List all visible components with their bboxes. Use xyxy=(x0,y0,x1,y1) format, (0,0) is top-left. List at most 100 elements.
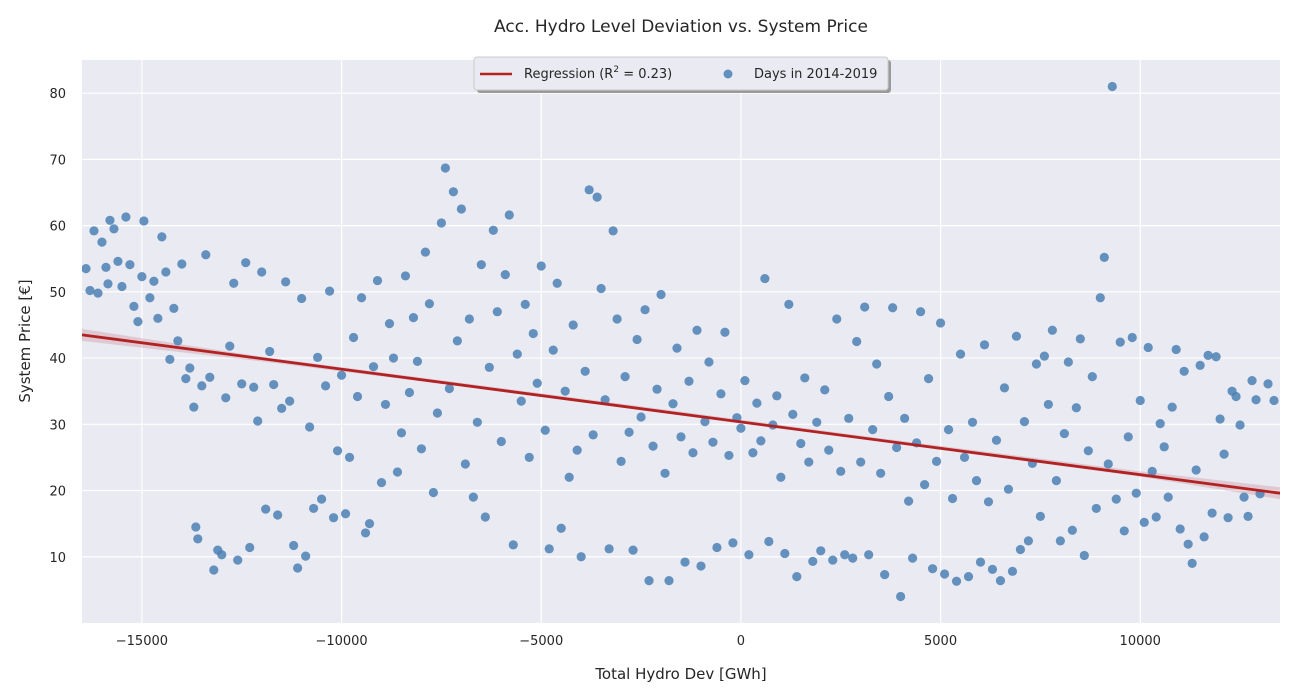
scatter-point xyxy=(728,538,738,548)
tick-labels: −15000 −10000 −5000 0 5000 10000 10 20 30 40 50 60 7… xyxy=(49,87,1160,649)
y-tick-label: 80 xyxy=(49,87,66,102)
scatter-point xyxy=(372,275,383,286)
scatter-point xyxy=(456,204,466,214)
scatter-point xyxy=(1263,379,1273,389)
scatter-point xyxy=(193,534,203,544)
scatter-point xyxy=(608,226,618,236)
scatter-point xyxy=(412,356,423,366)
scatter-point xyxy=(476,260,486,270)
scatter-point xyxy=(117,281,127,292)
scatter-point xyxy=(1007,566,1018,576)
scatter-point xyxy=(656,289,666,300)
scatter-point xyxy=(568,320,578,330)
scatter-point xyxy=(1099,252,1109,262)
scatter-point xyxy=(967,417,978,427)
scatter-point xyxy=(1015,544,1026,555)
scatter-point xyxy=(716,389,726,399)
y-tick-label: 50 xyxy=(49,286,66,301)
scatter-point xyxy=(644,576,654,586)
scatter-point xyxy=(269,379,279,390)
scatter-point xyxy=(360,528,371,538)
scatter-point xyxy=(688,448,698,458)
scatter-point xyxy=(840,550,850,560)
scatter-point xyxy=(764,536,774,547)
scatter-point xyxy=(432,408,443,418)
scatter-point xyxy=(860,302,870,312)
scatter-point xyxy=(919,479,930,490)
scatter-point xyxy=(233,555,243,565)
legend-regression-label: Regression (R2 = 0.23) xyxy=(524,65,672,82)
scatter-point xyxy=(285,396,295,406)
scatter-point xyxy=(864,550,874,560)
scatter-point xyxy=(384,319,395,329)
y-tick-label: 20 xyxy=(49,485,66,500)
scatter-point xyxy=(408,313,419,323)
scatter-point xyxy=(824,445,834,455)
scatter-point xyxy=(289,540,299,551)
scatter-point xyxy=(1059,428,1069,439)
scatter-point xyxy=(1071,403,1081,413)
scatter-point xyxy=(1051,475,1061,486)
scatter-point xyxy=(1183,539,1193,549)
scatter-point xyxy=(508,540,518,550)
scatter-point xyxy=(620,372,630,382)
scatter-point xyxy=(660,468,670,478)
scatter-point xyxy=(1251,395,1261,405)
scatter-point xyxy=(696,561,706,571)
scatter-point xyxy=(632,334,642,345)
scatter-point xyxy=(444,383,454,394)
scatter-point xyxy=(221,393,231,403)
x-tick-label: 5000 xyxy=(924,634,957,649)
scatter-point xyxy=(293,563,303,573)
scatter-point xyxy=(1159,442,1169,452)
scatter-point xyxy=(648,441,658,451)
scatter-point xyxy=(313,352,323,362)
scatter-point xyxy=(400,271,411,281)
scatter-point xyxy=(1199,532,1209,542)
scatter-point xyxy=(1083,446,1093,456)
scatter-point xyxy=(440,163,450,173)
scatter-point xyxy=(700,417,710,427)
scatter-point xyxy=(181,373,191,384)
scatter-point xyxy=(884,391,894,402)
scatter-point xyxy=(1087,372,1097,382)
scatter-point xyxy=(788,409,798,419)
scatter-point xyxy=(101,262,111,272)
scatter-point xyxy=(1135,395,1145,406)
scatter-point xyxy=(1139,517,1149,527)
scatter-point xyxy=(1095,293,1105,303)
y-tick-label: 70 xyxy=(49,153,66,168)
scatter-point xyxy=(133,317,143,327)
scatter-point xyxy=(923,373,934,384)
scatter-point xyxy=(572,445,582,455)
scatter-point xyxy=(149,276,159,286)
scatter-point xyxy=(900,413,910,423)
scatter-point xyxy=(876,468,886,478)
legend: Regression (R2 = 0.23) Days in 2014-2019 xyxy=(473,56,891,93)
scatter-point xyxy=(177,259,187,269)
scatter-point xyxy=(564,472,574,482)
gridlines xyxy=(82,60,1280,623)
scatter-point xyxy=(281,277,291,287)
scatter-point xyxy=(241,258,251,268)
scatter-point xyxy=(301,551,311,561)
scatter-point xyxy=(277,403,287,413)
scatter-point xyxy=(740,375,750,386)
scatter-point xyxy=(93,288,103,298)
scatter-point xyxy=(420,247,431,257)
legend-scatter-swatch xyxy=(723,69,733,79)
scatter-point xyxy=(1191,465,1201,475)
scatter-point xyxy=(552,278,562,288)
scatter-point xyxy=(868,424,878,435)
scatter-point xyxy=(380,399,391,410)
scatter-point xyxy=(229,278,239,288)
scatter-point xyxy=(548,345,558,355)
scatter-point xyxy=(908,553,918,563)
scatter-point xyxy=(185,363,195,373)
scatter-point xyxy=(1171,344,1181,355)
scatter-point xyxy=(452,336,462,346)
plot-area xyxy=(82,60,1280,623)
scatter-point xyxy=(1239,492,1249,502)
x-tick-label: −15000 xyxy=(116,634,168,649)
scatter-point xyxy=(544,544,554,554)
